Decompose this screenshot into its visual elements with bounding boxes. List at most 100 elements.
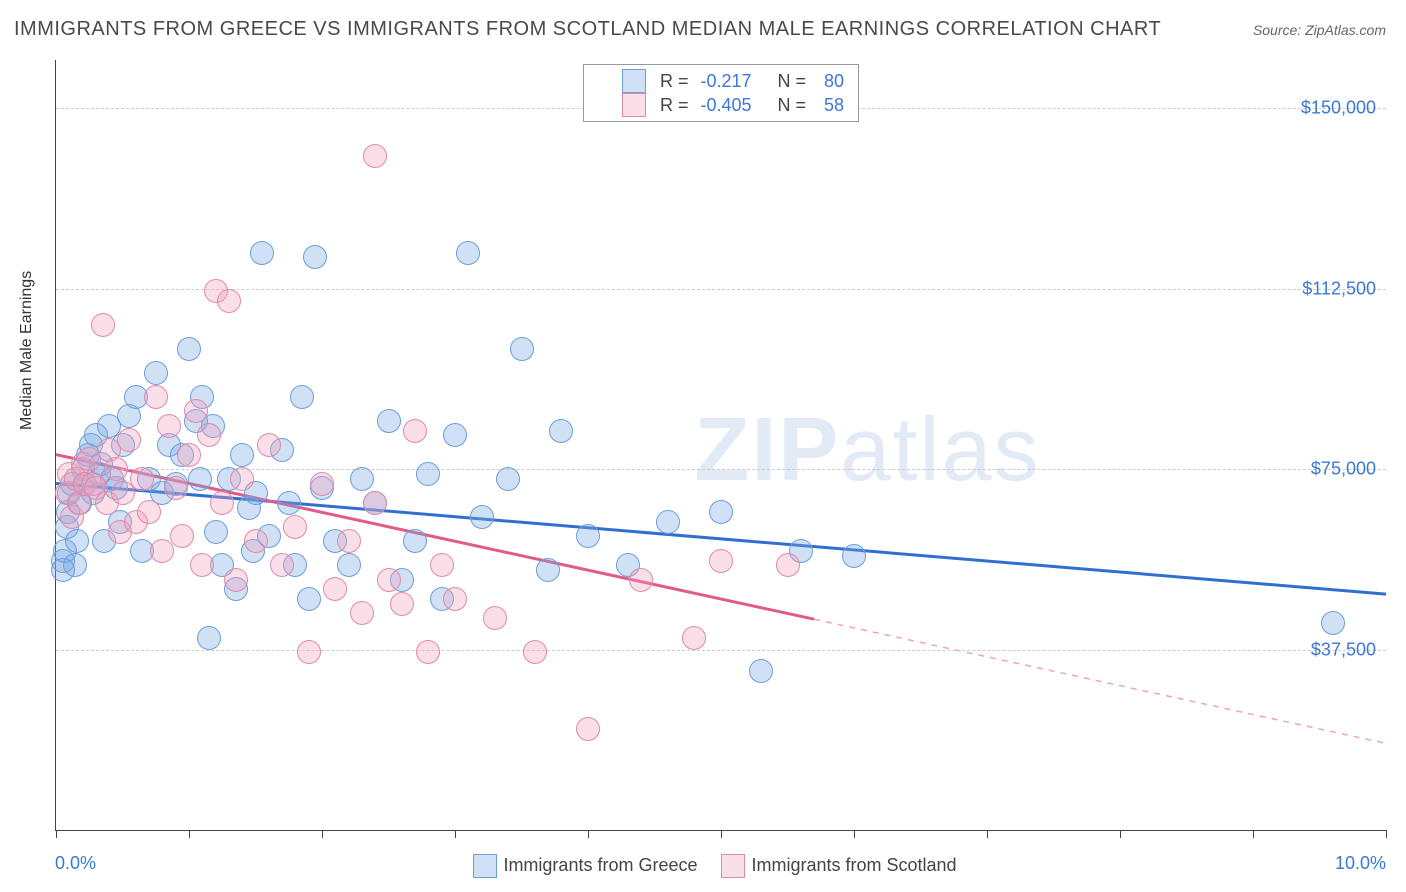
x-tick (1120, 830, 1121, 838)
source-label: Source: ZipAtlas.com (1253, 22, 1386, 38)
scatter-point-greece (144, 361, 168, 385)
scatter-point-scotland (150, 539, 174, 563)
scatter-point-scotland (244, 529, 268, 553)
legend-swatch-scotland (721, 854, 745, 878)
legend-label-scotland: Immigrants from Scotland (751, 855, 956, 875)
series-legend: Immigrants from Greece Immigrants from Sc… (0, 854, 1406, 878)
scatter-point-scotland (363, 144, 387, 168)
x-tick (322, 830, 323, 838)
scatter-point-scotland (157, 414, 181, 438)
scatter-point-greece (277, 491, 301, 515)
scatter-point-scotland (390, 592, 414, 616)
scatter-point-greece (416, 462, 440, 486)
trendline-dashed-scotland (814, 619, 1386, 743)
y-tick-label: $75,000 (1311, 459, 1376, 480)
n-value-scotland: 58 (814, 95, 844, 116)
scatter-point-scotland (709, 549, 733, 573)
n-value-greece: 80 (814, 71, 844, 92)
scatter-point-greece (297, 587, 321, 611)
x-tick (1253, 830, 1254, 838)
x-tick (854, 830, 855, 838)
y-axis-label: Median Male Earnings (18, 271, 36, 430)
y-tick-label: $150,000 (1301, 98, 1376, 119)
swatch-scotland (622, 93, 646, 117)
scatter-point-scotland (283, 515, 307, 539)
scatter-point-scotland (629, 568, 653, 592)
scatter-point-scotland (144, 385, 168, 409)
scatter-point-scotland (270, 553, 294, 577)
stats-row-scotland: R = -0.405 N = 58 (598, 93, 844, 117)
scatter-point-scotland (430, 553, 454, 577)
x-tick (189, 830, 190, 838)
plot-area: R = -0.217 N = 80R = -0.405 N = 58 ZIPat… (55, 60, 1386, 831)
scatter-point-scotland (230, 467, 254, 491)
scatter-point-scotland (117, 428, 141, 452)
stats-row-greece: R = -0.217 N = 80 (598, 69, 844, 93)
scatter-point-scotland (310, 472, 334, 496)
scatter-point-greece (443, 423, 467, 447)
scatter-point-greece (337, 553, 361, 577)
x-tick (987, 830, 988, 838)
scatter-point-scotland (177, 443, 201, 467)
scatter-point-greece (576, 524, 600, 548)
scatter-point-scotland (130, 467, 154, 491)
legend-swatch-greece (473, 854, 497, 878)
y-tick-label: $112,500 (1302, 278, 1376, 299)
scatter-point-scotland (682, 626, 706, 650)
scatter-point-scotland (137, 500, 161, 524)
scatter-point-scotland (224, 568, 248, 592)
scatter-point-scotland (197, 423, 221, 447)
scatter-point-greece (656, 510, 680, 534)
y-tick-label: $37,500 (1311, 639, 1376, 660)
scatter-point-greece (65, 529, 89, 553)
chart-title: IMMIGRANTS FROM GREECE VS IMMIGRANTS FRO… (14, 18, 1161, 41)
scatter-point-greece (303, 245, 327, 269)
r-value-greece: -0.217 (696, 71, 751, 92)
scatter-point-greece (377, 409, 401, 433)
gridline-h (56, 469, 1386, 470)
trend-lines (56, 60, 1386, 830)
scatter-point-greece (709, 500, 733, 524)
scatter-point-scotland (337, 529, 361, 553)
scatter-point-scotland (403, 419, 427, 443)
scatter-point-greece (510, 337, 534, 361)
scatter-point-scotland (297, 640, 321, 664)
legend-label-greece: Immigrants from Greece (503, 855, 697, 875)
scatter-point-scotland (210, 491, 234, 515)
scatter-point-greece (496, 467, 520, 491)
x-tick (1386, 830, 1387, 838)
scatter-point-scotland (184, 399, 208, 423)
scatter-point-greece (549, 419, 573, 443)
scatter-point-greece (1321, 611, 1345, 635)
scatter-point-greece (749, 659, 773, 683)
scatter-point-greece (177, 337, 201, 361)
scatter-point-scotland (483, 606, 507, 630)
chart-container: IMMIGRANTS FROM GREECE VS IMMIGRANTS FRO… (0, 0, 1406, 892)
scatter-point-scotland (377, 568, 401, 592)
x-tick (56, 830, 57, 838)
scatter-point-greece (403, 529, 427, 553)
scatter-point-greece (456, 241, 480, 265)
x-tick (721, 830, 722, 838)
gridline-h (56, 289, 1386, 290)
stats-legend: R = -0.217 N = 80R = -0.405 N = 58 (583, 64, 859, 122)
scatter-point-scotland (363, 491, 387, 515)
x-tick (455, 830, 456, 838)
watermark: ZIPatlas (694, 399, 1040, 502)
scatter-point-greece (204, 520, 228, 544)
scatter-point-scotland (190, 553, 214, 577)
scatter-point-greece (842, 544, 866, 568)
x-tick (588, 830, 589, 838)
scatter-point-scotland (217, 289, 241, 313)
scatter-point-greece (250, 241, 274, 265)
scatter-point-scotland (91, 313, 115, 337)
gridline-h (56, 650, 1386, 651)
scatter-point-greece (350, 467, 374, 491)
r-value-scotland: -0.405 (696, 95, 751, 116)
scatter-point-greece (290, 385, 314, 409)
scatter-point-scotland (111, 481, 135, 505)
scatter-point-scotland (164, 476, 188, 500)
scatter-point-greece (197, 626, 221, 650)
scatter-point-scotland (257, 433, 281, 457)
swatch-greece (622, 69, 646, 93)
